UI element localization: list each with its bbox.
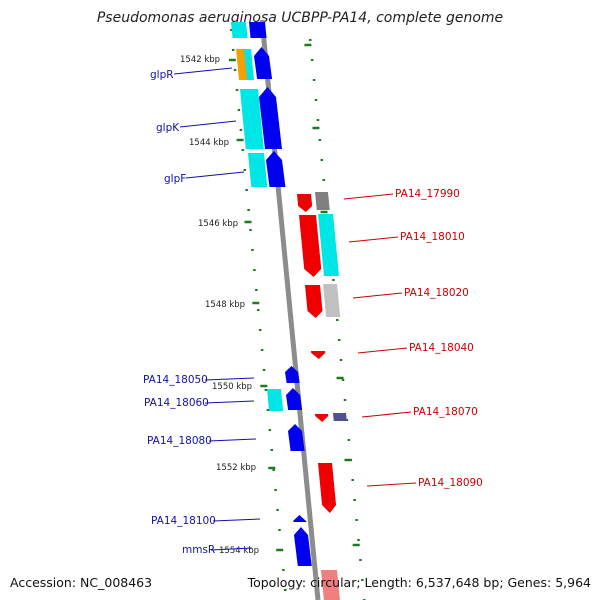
cds-block[interactable] xyxy=(248,153,268,187)
scale-label: 1550 kbp xyxy=(212,382,252,392)
scale-label: 1546 kbp xyxy=(198,219,238,229)
gene-label[interactable]: PA14_18100 xyxy=(151,515,216,527)
reverse-gene-labels: PA14_17990 PA14_18010 PA14_18020 PA14_18040… xyxy=(343,188,483,489)
gene-label[interactable]: glpR xyxy=(150,69,174,81)
reverse-gene-arrow[interactable] xyxy=(318,463,337,513)
gene-label[interactable]: PA14_18010 xyxy=(400,231,465,243)
label-leader-line xyxy=(343,193,394,200)
forward-gene-arrow[interactable] xyxy=(249,22,267,38)
gray-block[interactable] xyxy=(315,192,330,210)
accession-label: Accession: xyxy=(10,575,77,590)
length-label: Length: xyxy=(364,575,412,590)
forward-gene-arrow[interactable] xyxy=(286,388,303,410)
gene-label[interactable]: PA14_18020 xyxy=(404,287,469,299)
label-leader-line xyxy=(361,411,412,418)
scale-labels: 1542 kbp 1544 kbp 1546 kbp 1548 kbp 1550 kbp… xyxy=(180,55,259,556)
gene-label[interactable]: PA14_18040 xyxy=(409,342,474,354)
label-leader-line xyxy=(185,171,245,179)
label-leader-line xyxy=(366,482,417,487)
forward-gene-labels: glpR glpK glpF PA14_18050 PA14_18060 PA14_180… xyxy=(143,67,261,556)
reverse-gene-partial[interactable] xyxy=(321,570,340,600)
cds-block[interactable] xyxy=(267,389,284,411)
gene-label[interactable]: glpF xyxy=(164,173,186,185)
gene-label[interactable]: PA14_18050 xyxy=(143,374,208,386)
scale-label: 1554 kbp xyxy=(219,546,259,556)
cds-block[interactable] xyxy=(244,49,254,80)
accession-info: Accession: NC_008463 xyxy=(10,575,152,590)
scale-label: 1542 kbp xyxy=(180,55,220,65)
forward-gene-arrow[interactable] xyxy=(288,424,305,451)
gene-label[interactable]: PA14_18080 xyxy=(147,435,212,447)
label-leader-line xyxy=(357,347,408,354)
gene-label[interactable]: PA14_18060 xyxy=(144,397,209,409)
genes-label: Genes: xyxy=(507,575,552,590)
gene-label[interactable]: PA14_17990 xyxy=(395,188,460,200)
gene-label[interactable]: glpK xyxy=(156,122,180,134)
genome-stats: Topology: circular; Length: 6,537,648 bp… xyxy=(247,575,591,590)
scale-label: 1544 kbp xyxy=(189,138,229,148)
label-leader-line xyxy=(204,377,255,381)
scale-label: 1548 kbp xyxy=(205,300,245,310)
length-value: 6,537,648 bp xyxy=(415,575,500,590)
forward-gene-arrow[interactable] xyxy=(294,527,312,566)
gene-label[interactable]: mmsR xyxy=(182,544,215,556)
cds-block[interactable] xyxy=(240,89,264,149)
forward-gene-arrow[interactable] xyxy=(266,151,286,187)
forward-gene-arrow[interactable] xyxy=(254,47,273,79)
cds-block[interactable] xyxy=(231,22,248,38)
label-leader-line xyxy=(352,292,403,299)
reverse-gene-arrow[interactable] xyxy=(299,215,322,277)
topology-label: Topology: xyxy=(247,575,307,590)
gene-label[interactable]: PA14_18090 xyxy=(418,477,483,489)
label-leader-line xyxy=(173,67,233,75)
label-leader-line xyxy=(208,438,257,442)
reverse-gene-arrow[interactable] xyxy=(297,194,313,212)
reverse-gene-arrow[interactable] xyxy=(305,285,323,318)
forward-gene-arrow[interactable] xyxy=(285,366,300,383)
gene-features xyxy=(231,22,347,600)
genes-value: 5,964 xyxy=(555,575,591,590)
navy-block[interactable] xyxy=(333,413,347,421)
map-title: Pseudomonas aeruginosa UCBPP-PA14, compl… xyxy=(96,10,504,26)
forward-gene-arrow[interactable] xyxy=(259,87,282,149)
topology-value: circular xyxy=(310,575,357,590)
accession-value: NC_008463 xyxy=(80,575,153,590)
label-leader-line xyxy=(204,400,255,404)
scale-label: 1552 kbp xyxy=(216,463,256,473)
forward-gene-arrow[interactable] xyxy=(293,515,307,522)
light-gray-block[interactable] xyxy=(323,284,341,317)
cds-block[interactable] xyxy=(318,214,339,276)
reverse-gene-arrow[interactable] xyxy=(315,414,329,422)
gene-label[interactable]: PA14_18070 xyxy=(413,406,478,418)
reverse-gene-arrow[interactable] xyxy=(311,351,326,359)
label-leader-line xyxy=(348,236,399,243)
label-leader-line xyxy=(212,518,261,522)
label-leader-line xyxy=(179,120,237,128)
label-leader-line xyxy=(210,547,253,551)
